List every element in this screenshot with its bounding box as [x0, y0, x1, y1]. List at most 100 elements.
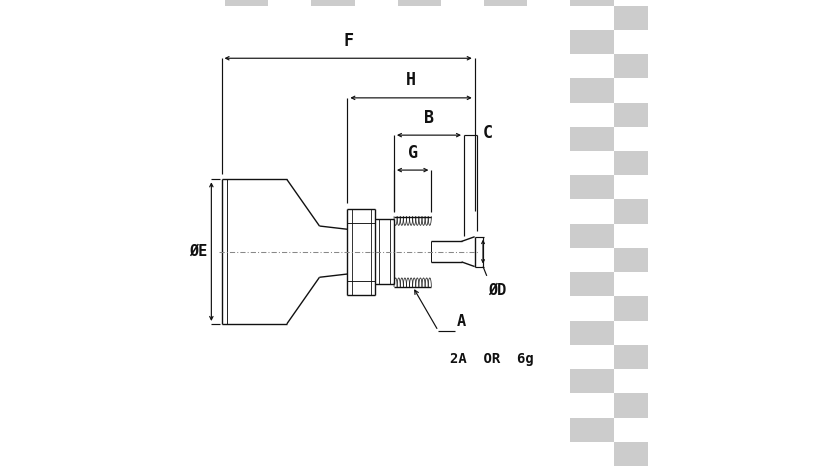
- Bar: [657, 54, 700, 78]
- Bar: [441, 0, 484, 6]
- Text: ØD: ØD: [488, 283, 506, 298]
- Bar: [657, 175, 700, 199]
- Text: H: H: [406, 71, 416, 89]
- Bar: [613, 272, 657, 296]
- Bar: [570, 224, 613, 248]
- Bar: [570, 175, 613, 199]
- Bar: [570, 151, 613, 175]
- Bar: [311, 0, 354, 6]
- Bar: [613, 369, 657, 393]
- Bar: [570, 272, 613, 296]
- Bar: [570, 296, 613, 321]
- Bar: [570, 272, 613, 296]
- Bar: [613, 369, 657, 393]
- Bar: [657, 393, 700, 418]
- Bar: [613, 6, 657, 30]
- Bar: [613, 224, 657, 248]
- Bar: [657, 345, 700, 369]
- Bar: [657, 369, 700, 393]
- Text: F: F: [343, 32, 353, 50]
- Bar: [613, 418, 657, 442]
- Bar: [613, 0, 657, 6]
- Bar: [570, 248, 613, 272]
- Bar: [613, 296, 657, 321]
- Bar: [570, 321, 613, 345]
- Bar: [657, 248, 700, 272]
- Bar: [570, 103, 613, 127]
- Text: 2A  OR  6g: 2A OR 6g: [450, 352, 534, 366]
- Bar: [657, 0, 700, 6]
- Bar: [613, 199, 657, 224]
- Bar: [657, 0, 700, 6]
- Bar: [613, 321, 657, 345]
- Bar: [613, 224, 657, 248]
- Text: C: C: [482, 124, 492, 142]
- Bar: [657, 296, 700, 321]
- Bar: [613, 103, 657, 127]
- Bar: [657, 103, 700, 127]
- Bar: [613, 345, 657, 369]
- Bar: [657, 103, 700, 127]
- Bar: [570, 418, 613, 442]
- Bar: [657, 6, 700, 30]
- Bar: [613, 442, 657, 466]
- Bar: [613, 78, 657, 103]
- Bar: [657, 127, 700, 151]
- Text: A: A: [457, 314, 466, 329]
- Bar: [613, 127, 657, 151]
- Bar: [657, 175, 700, 199]
- Bar: [613, 321, 657, 345]
- Bar: [570, 224, 613, 248]
- Bar: [657, 321, 700, 345]
- Bar: [613, 54, 657, 78]
- Bar: [657, 296, 700, 321]
- Bar: [613, 248, 657, 272]
- Bar: [570, 369, 613, 393]
- Bar: [570, 30, 613, 54]
- Bar: [527, 0, 570, 6]
- Bar: [657, 442, 700, 466]
- Bar: [570, 127, 613, 151]
- Bar: [657, 272, 700, 296]
- Bar: [613, 418, 657, 442]
- Bar: [613, 442, 657, 466]
- Bar: [657, 127, 700, 151]
- Bar: [657, 54, 700, 78]
- Text: B: B: [424, 109, 434, 127]
- Bar: [613, 272, 657, 296]
- Bar: [570, 127, 613, 151]
- Bar: [657, 418, 700, 442]
- Bar: [570, 6, 613, 30]
- Bar: [657, 442, 700, 466]
- Bar: [570, 54, 613, 78]
- Bar: [570, 393, 613, 418]
- Bar: [657, 272, 700, 296]
- Bar: [657, 248, 700, 272]
- Bar: [570, 78, 613, 103]
- Bar: [613, 393, 657, 418]
- Bar: [570, 418, 613, 442]
- Bar: [657, 78, 700, 103]
- Bar: [657, 224, 700, 248]
- Bar: [657, 321, 700, 345]
- Bar: [570, 199, 613, 224]
- Bar: [657, 151, 700, 175]
- Bar: [182, 0, 225, 6]
- Bar: [570, 175, 613, 199]
- Bar: [613, 30, 657, 54]
- Bar: [613, 345, 657, 369]
- Bar: [570, 0, 613, 6]
- Bar: [613, 199, 657, 224]
- Bar: [570, 103, 613, 127]
- Bar: [570, 0, 613, 6]
- Bar: [570, 78, 613, 103]
- Bar: [268, 0, 311, 6]
- Bar: [657, 199, 700, 224]
- Bar: [570, 6, 613, 30]
- Bar: [354, 0, 398, 6]
- Bar: [613, 78, 657, 103]
- Bar: [570, 345, 613, 369]
- Bar: [570, 296, 613, 321]
- Bar: [613, 393, 657, 418]
- Bar: [570, 151, 613, 175]
